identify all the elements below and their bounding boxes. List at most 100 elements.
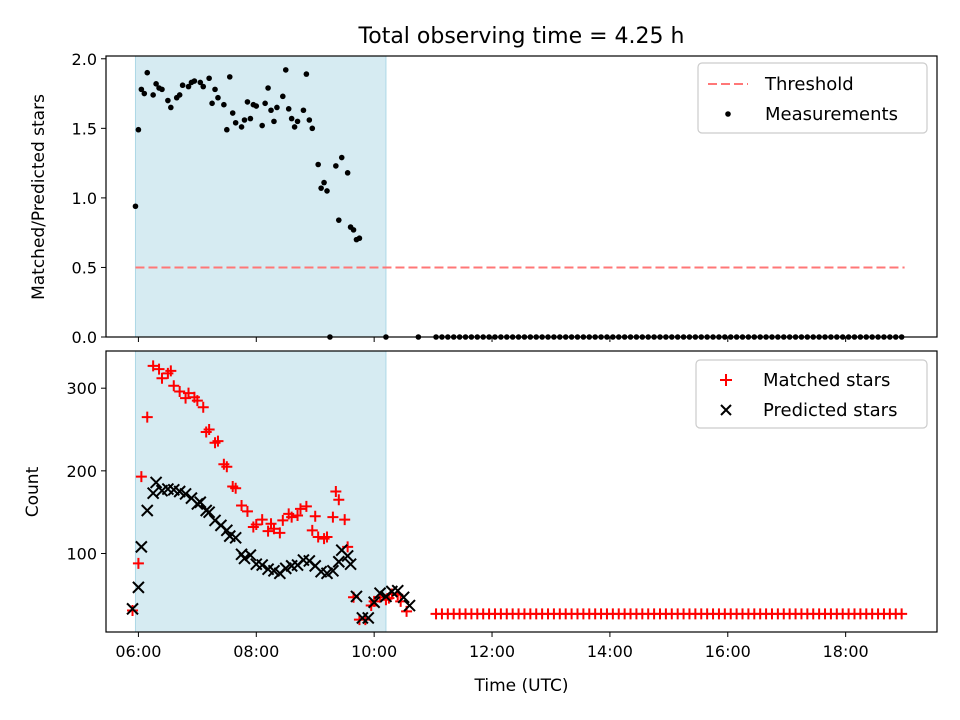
predicted-star-point [146, 486, 160, 500]
matched-star-point [132, 557, 144, 569]
predicted-star-point [132, 581, 145, 594]
top-legend-box [697, 62, 928, 134]
matched-star-point [292, 509, 304, 521]
predicted-star-point [238, 552, 251, 565]
matched-star-point [135, 471, 147, 483]
x-tick-label: 16:00 [705, 642, 751, 661]
matched-star-point [165, 365, 177, 377]
measurement-point [215, 94, 221, 101]
measurement-point [285, 106, 292, 112]
measurement-point [200, 83, 207, 90]
bottom-observing-window [134, 350, 387, 633]
x-tick-label: 18:00 [823, 642, 869, 661]
x-tick-label: 10:00 [351, 642, 397, 661]
measurement-point [165, 97, 171, 104]
matched-star-point [300, 500, 312, 512]
measurement-point [303, 71, 310, 77]
predicted-star-point [341, 549, 354, 563]
legend-measurements-label: Measurements [765, 104, 898, 125]
measurement-point [232, 119, 239, 126]
measurement-point [291, 124, 298, 130]
measurement-point [241, 117, 248, 123]
measurement-point [309, 125, 316, 132]
measurement-point [141, 90, 148, 97]
matched-star-point [330, 486, 342, 497]
matched-star-point [896, 608, 908, 620]
predicted-star-point [135, 540, 148, 554]
measurement-point [350, 227, 357, 233]
predicted-star-point [356, 611, 369, 625]
measurement-point [229, 110, 236, 116]
predicted-star-point [373, 586, 387, 600]
x-axis-label: Time (UTC) [474, 676, 569, 696]
measurement-point [333, 163, 339, 169]
top-y-tick-label: 2.0 [72, 50, 97, 69]
predicted-star-point [332, 555, 346, 568]
matched-star-point [236, 500, 248, 512]
legend-matched-label: Matched stars [763, 370, 890, 391]
predicted-star-point [229, 531, 242, 544]
measurement-point [306, 117, 313, 123]
top-y-tick-label: 1.5 [72, 119, 97, 138]
top-plot-frame [105, 55, 938, 338]
measurement-point [206, 75, 212, 82]
measurement-point [191, 78, 198, 84]
predicted-star-point [141, 504, 154, 517]
matched-star-point [327, 511, 339, 523]
top-y-tick-label: 0.5 [72, 258, 97, 277]
legend-predicted-label: Predicted stars [763, 400, 897, 421]
matched-star-point [212, 435, 224, 447]
measurement-point [168, 104, 174, 111]
top-legend: Threshold Measurements [697, 62, 928, 134]
measurement-point [344, 170, 351, 176]
matched-star-point [203, 424, 215, 436]
measurement-point [262, 100, 268, 107]
matched-stars-series [127, 360, 908, 626]
top-y-tick-label: 0.0 [72, 328, 97, 347]
legend-predicted-marker [720, 404, 732, 416]
matched-star-point [230, 482, 242, 494]
measurement-point [138, 86, 145, 93]
bottom-y-axis-label: Count [23, 466, 43, 517]
measurement-point [179, 82, 186, 89]
top-observing-window [134, 55, 387, 338]
matched-star-point [339, 514, 351, 526]
measurement-point [144, 69, 151, 76]
measurement-point [321, 179, 327, 186]
legend-matched-marker [720, 374, 732, 386]
measurement-point [324, 188, 330, 194]
bottom-x-axis-ticks: 06:00 08:00 10:00 12:00 14:00 16:00 18:00 [115, 632, 869, 661]
predicted-star-point [362, 611, 375, 625]
matched-star-point [127, 605, 139, 617]
measurement-point [300, 107, 307, 114]
matched-star-point [174, 385, 186, 397]
measurement-point [197, 79, 204, 86]
matched-star-point [153, 363, 165, 375]
matched-star-point [268, 523, 280, 535]
predicted-stars-series [126, 476, 416, 625]
matched-star-point [256, 514, 268, 526]
measurement-point [153, 81, 159, 87]
top-y-axis-label: Matched/Predicted stars [29, 94, 49, 300]
bottom-y-tick-label: 200 [66, 462, 97, 481]
matched-star-point [262, 525, 274, 537]
legend-measurements-marker [725, 111, 731, 117]
x-tick-label: 14:00 [587, 642, 633, 661]
measurement-point [282, 67, 289, 73]
matched-star-point [277, 514, 289, 526]
predicted-star-point [326, 564, 340, 578]
measurement-point [150, 92, 156, 98]
measurement-point [271, 118, 277, 125]
matched-star-point [333, 494, 345, 506]
measurement-point [224, 126, 230, 133]
legend-threshold-label: Threshold [764, 74, 854, 95]
measurement-point [221, 101, 227, 108]
measurement-point [176, 92, 183, 98]
measurement-point [335, 217, 342, 223]
top-x-axis-ticks [137, 337, 847, 342]
bottom-plot-frame [105, 350, 938, 633]
measurement-point [212, 86, 218, 93]
matched-star-point [294, 503, 306, 515]
matched-star-point [306, 524, 318, 536]
matched-star-point [286, 511, 298, 523]
